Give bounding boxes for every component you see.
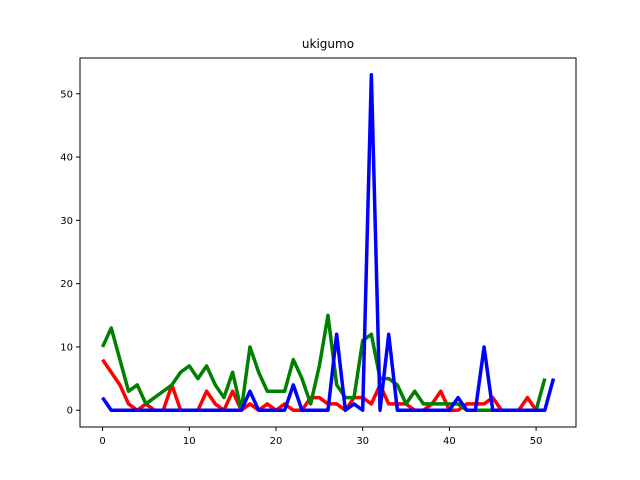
x-axis: 0 10 20 30 40 50 [99, 427, 542, 447]
plot-frame [79, 57, 577, 428]
y-axis: 0 10 20 30 40 50 [60, 89, 80, 417]
y-tick-label: 10 [60, 342, 73, 353]
x-tick-label: 50 [530, 436, 543, 447]
x-tick-label: 0 [99, 436, 105, 447]
y-tick-label: 20 [60, 279, 73, 290]
y-tick-label: 50 [60, 89, 73, 100]
x-tick-label: 30 [356, 436, 369, 447]
x-tick-label: 10 [183, 436, 196, 447]
y-tick-label: 40 [60, 153, 73, 164]
x-tick-label: 20 [270, 436, 283, 447]
series-layer [100, 73, 556, 412]
y-tick-label: 0 [67, 406, 73, 417]
series-line-3 [101, 73, 556, 412]
x-tick-label: 40 [443, 436, 456, 447]
y-tick-label: 30 [60, 216, 73, 227]
chart-title: ukigumo [302, 37, 354, 51]
